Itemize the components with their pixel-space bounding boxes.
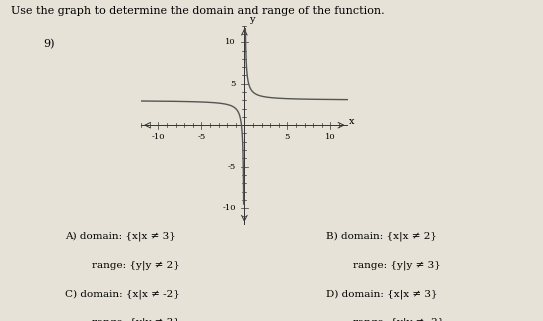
- Text: 5: 5: [285, 134, 290, 142]
- Text: range: {y|y ≠ 3}: range: {y|y ≠ 3}: [92, 318, 180, 321]
- Text: -10: -10: [222, 204, 236, 212]
- Text: 10: 10: [325, 134, 336, 142]
- Text: Use the graph to determine the domain and range of the function.: Use the graph to determine the domain an…: [11, 6, 384, 16]
- Text: 5: 5: [230, 80, 236, 88]
- Text: range: {y|y ≠ -2}: range: {y|y ≠ -2}: [353, 318, 444, 321]
- Text: x: x: [349, 117, 355, 126]
- Text: y: y: [249, 15, 254, 24]
- Text: A) domain: {x|x ≠ 3}: A) domain: {x|x ≠ 3}: [65, 231, 176, 241]
- Text: -5: -5: [197, 134, 205, 142]
- Text: D) domain: {x|x ≠ 3}: D) domain: {x|x ≠ 3}: [326, 289, 437, 299]
- Text: -5: -5: [228, 163, 236, 171]
- Text: C) domain: {x|x ≠ -2}: C) domain: {x|x ≠ -2}: [65, 289, 180, 299]
- Text: range: {y|y ≠ 2}: range: {y|y ≠ 2}: [92, 260, 180, 270]
- Text: B) domain: {x|x ≠ 2}: B) domain: {x|x ≠ 2}: [326, 231, 437, 241]
- Text: 10: 10: [225, 38, 236, 46]
- Text: range: {y|y ≠ 3}: range: {y|y ≠ 3}: [353, 260, 441, 270]
- Text: 9): 9): [43, 39, 55, 49]
- Text: -10: -10: [151, 134, 165, 142]
